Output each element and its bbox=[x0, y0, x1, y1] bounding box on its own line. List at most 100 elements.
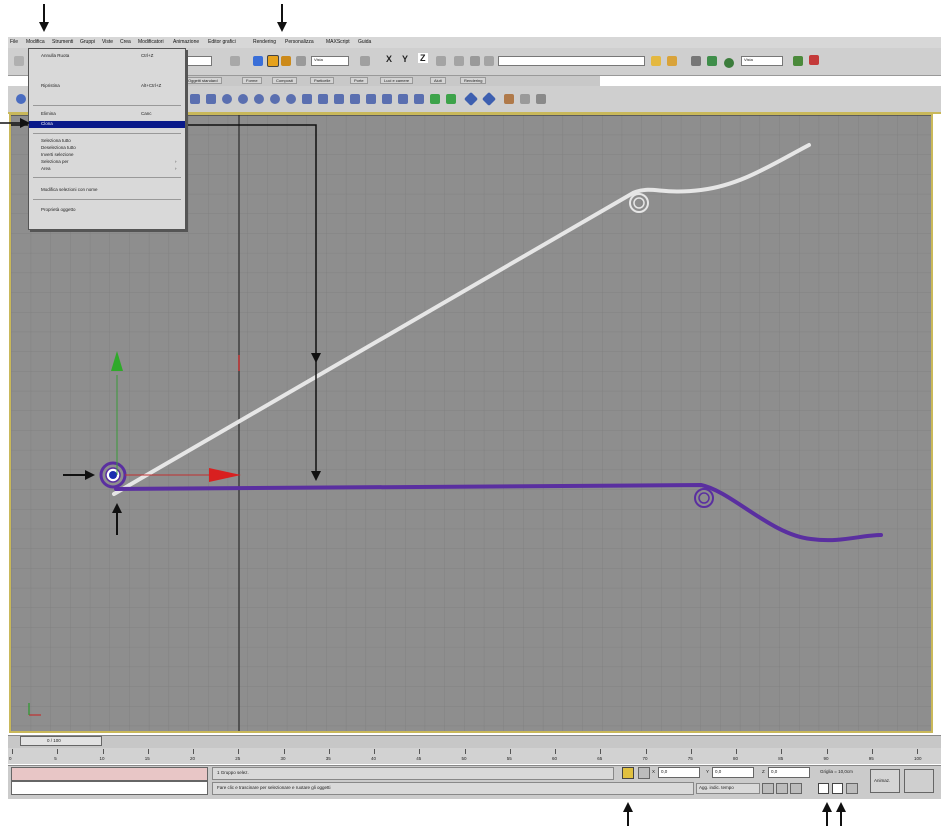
menu-item-object-properties[interactable]: Proprietà oggetto bbox=[29, 207, 185, 214]
maxscript-listener-output[interactable] bbox=[11, 781, 208, 795]
menu-graph-editors[interactable]: Editor grafici bbox=[208, 39, 236, 45]
material-editor-icon[interactable] bbox=[691, 56, 701, 66]
tab-helpers[interactable]: Aiuti bbox=[430, 77, 446, 84]
checkbox-a[interactable] bbox=[818, 783, 829, 794]
animate-button[interactable]: Animaz. bbox=[870, 769, 900, 793]
axis-z-button[interactable]: Z bbox=[418, 53, 428, 63]
l-ext-icon[interactable] bbox=[536, 94, 546, 104]
menu-help[interactable]: Guida bbox=[358, 39, 372, 45]
geosphere-primitive-icon[interactable] bbox=[238, 94, 248, 104]
sphere-primitive-icon[interactable] bbox=[16, 94, 26, 104]
tab-shapes[interactable]: Forme bbox=[242, 77, 262, 84]
track-view-icon[interactable] bbox=[651, 56, 661, 66]
chamfer-box-icon[interactable] bbox=[350, 94, 360, 104]
menu-item-select-invert[interactable]: Inverti selezione bbox=[29, 152, 185, 159]
gizmo-y-arrow-icon[interactable] bbox=[111, 351, 123, 371]
menu-item-region[interactable]: Area › bbox=[29, 166, 185, 173]
tab-particles[interactable]: Particelle bbox=[310, 77, 335, 84]
capsule-icon[interactable] bbox=[520, 94, 530, 104]
z-coord-field[interactable]: 0,0 bbox=[768, 767, 810, 778]
absolute-mode-icon[interactable] bbox=[638, 767, 650, 779]
pivot-center[interactable] bbox=[109, 471, 117, 479]
hose-icon[interactable] bbox=[504, 94, 514, 104]
named-selection-dropdown[interactable] bbox=[498, 56, 645, 66]
schematic-view-icon[interactable] bbox=[667, 56, 677, 66]
lock-selection-icon[interactable] bbox=[622, 767, 634, 779]
track-bar[interactable] bbox=[8, 748, 941, 764]
render-last-icon[interactable] bbox=[793, 56, 803, 66]
teapot-primitive-icon[interactable] bbox=[318, 94, 328, 104]
y-coord-field[interactable]: 0,0 bbox=[712, 767, 754, 778]
quick-render-icon[interactable] bbox=[724, 58, 734, 68]
menu-group[interactable]: Gruppi bbox=[80, 39, 96, 45]
menu-item-select-by[interactable]: Seleziona per › bbox=[29, 159, 185, 166]
play-icon[interactable] bbox=[776, 783, 788, 794]
cone-primitive-icon[interactable] bbox=[222, 94, 232, 104]
tab-compounds[interactable]: Composti bbox=[272, 77, 297, 84]
x-coord-field[interactable]: 0,0 bbox=[658, 767, 700, 778]
menu-item-select-none[interactable]: Deseleziona tutto bbox=[29, 145, 185, 152]
checkbox-b[interactable] bbox=[832, 783, 843, 794]
box-primitive-icon[interactable] bbox=[190, 94, 200, 104]
diamond-b-icon[interactable] bbox=[481, 91, 497, 107]
select-by-name-icon[interactable] bbox=[230, 56, 240, 66]
prism-icon[interactable] bbox=[430, 94, 440, 104]
move-icon[interactable] bbox=[253, 56, 263, 66]
gizmo-x-arrow-icon[interactable] bbox=[209, 468, 241, 482]
torus-knot-icon[interactable] bbox=[446, 94, 456, 104]
white-spline[interactable] bbox=[112, 143, 811, 496]
render-scene-icon[interactable] bbox=[707, 56, 717, 66]
menu-file[interactable]: File bbox=[10, 39, 19, 45]
menu-modifiers[interactable]: Modificatori bbox=[138, 39, 164, 45]
tab-objects[interactable]: Oggetti standard bbox=[184, 77, 222, 84]
plane-primitive-icon[interactable] bbox=[206, 94, 216, 104]
menu-item-clone[interactable]: Clona bbox=[29, 121, 185, 128]
align-icon[interactable] bbox=[470, 56, 480, 66]
gengon-icon[interactable] bbox=[398, 94, 408, 104]
mirror-icon[interactable] bbox=[454, 56, 464, 66]
menu-tools[interactable]: Strumenti bbox=[52, 39, 74, 45]
menu-item-undo[interactable]: Annulla Ruota Ctrl+Z bbox=[29, 53, 185, 60]
axis-y-button[interactable]: Y bbox=[402, 54, 409, 64]
undo-icon[interactable] bbox=[14, 56, 24, 66]
axis-plane-icon[interactable] bbox=[436, 56, 446, 66]
menu-create[interactable]: Crea bbox=[120, 39, 131, 45]
time-slider-thumb[interactable]: 0 / 100 bbox=[20, 736, 102, 746]
purple-spline[interactable] bbox=[114, 482, 883, 543]
ringwave-icon[interactable] bbox=[414, 94, 424, 104]
hedra-primitive-icon[interactable] bbox=[334, 94, 344, 104]
menu-item-edit-named-selections[interactable]: Modifica selezioni con nome bbox=[29, 187, 185, 194]
menu-views[interactable]: Viste bbox=[102, 39, 114, 45]
manipulate-icon[interactable] bbox=[296, 56, 306, 66]
menu-edit[interactable]: Modifica bbox=[26, 39, 45, 45]
menu-item-redo[interactable]: Ripristina Alt+Ctrl+Z bbox=[29, 83, 185, 90]
menu-customize[interactable]: Personalizza bbox=[285, 39, 314, 45]
pyramid-primitive-icon[interactable] bbox=[302, 94, 312, 104]
scale-icon[interactable] bbox=[281, 56, 291, 66]
reference-coord-dropdown[interactable]: Vista bbox=[311, 56, 349, 66]
render-type-dropdown[interactable]: Vista bbox=[741, 56, 783, 66]
diamond-a-icon[interactable] bbox=[463, 91, 479, 107]
maxscript-listener-input[interactable] bbox=[11, 767, 208, 781]
tab-lights-cameras[interactable]: Luci e camere bbox=[380, 77, 414, 84]
spindle-icon[interactable] bbox=[382, 94, 392, 104]
tab-doors[interactable]: Porte bbox=[350, 77, 368, 84]
menu-rendering[interactable]: Rendering bbox=[253, 39, 277, 45]
snap-icon[interactable] bbox=[484, 56, 494, 66]
time-slider[interactable] bbox=[8, 735, 941, 748]
torus-primitive-icon[interactable] bbox=[286, 94, 296, 104]
snap-toggle-icon[interactable] bbox=[846, 783, 858, 794]
tab-rendering[interactable]: Rendering bbox=[460, 77, 487, 84]
viewport-nav-controls[interactable] bbox=[904, 769, 934, 793]
menu-item-delete[interactable]: Elimina Canc bbox=[29, 111, 185, 118]
cylinder-primitive-icon[interactable] bbox=[254, 94, 264, 104]
rotate-icon[interactable] bbox=[267, 55, 279, 67]
add-time-tag-button[interactable]: Agg. indic. tempo bbox=[696, 783, 760, 794]
menu-maxscript[interactable]: MAXScript bbox=[326, 39, 350, 45]
key-mode-icon[interactable] bbox=[762, 783, 774, 794]
tube-primitive-icon[interactable] bbox=[270, 94, 280, 104]
pivot-icon[interactable] bbox=[360, 56, 370, 66]
oil-tank-icon[interactable] bbox=[366, 94, 376, 104]
next-frame-icon[interactable] bbox=[790, 783, 802, 794]
menu-animation[interactable]: Animazione bbox=[173, 39, 200, 45]
